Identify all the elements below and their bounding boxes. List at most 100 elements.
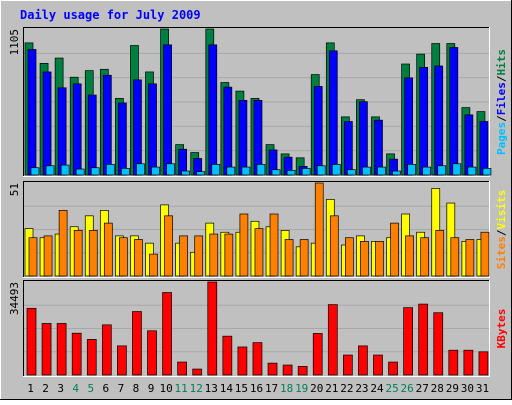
files-bar-day-13	[208, 44, 218, 176]
pages-bar-day-24	[377, 166, 386, 176]
files-bar-day-29	[449, 47, 459, 176]
visits-sites-panel: 51 Sites/Visits	[8, 181, 508, 278]
sites-bar-day-19	[299, 239, 309, 277]
kbytes-bar-day-6	[101, 324, 112, 376]
files-bar-day-6	[102, 74, 112, 176]
kbytes-bar-day-7	[117, 345, 127, 376]
pages-bar-day-31	[482, 168, 492, 176]
x-label-day-25: 25	[385, 382, 398, 395]
pages-bar-day-23	[362, 166, 371, 176]
x-label-day-24: 24	[370, 382, 384, 395]
files-bar-day-27	[419, 66, 429, 176]
files-bar-day-31	[479, 121, 489, 176]
series-sites	[28, 182, 490, 277]
x-label-day-11: 11	[175, 382, 188, 395]
sites-bar-day-30	[465, 239, 475, 277]
kbytes-bar-day-9	[147, 330, 157, 376]
pages-bar-day-18	[286, 170, 296, 176]
pages-bar-day-1	[30, 167, 40, 176]
x-label-day-17: 17	[265, 382, 278, 395]
kbytes-bar-day-2	[41, 323, 52, 376]
files-bar-day-20	[313, 86, 323, 176]
pages-bar-day-8	[136, 163, 145, 176]
files-bar-day-4	[72, 83, 82, 176]
kbytes-bar-day-29	[448, 349, 459, 376]
files-bar-day-1	[27, 49, 37, 176]
sites-bar-day-18	[284, 239, 294, 277]
sites-bar-day-2	[43, 235, 53, 277]
series-pages	[30, 163, 492, 176]
kbytes-panel: 34493 KBytes	[8, 280, 508, 377]
legend-hits: Hits	[495, 49, 508, 76]
legend-pages: Pages	[495, 122, 508, 155]
x-label-day-2: 2	[42, 382, 49, 395]
sites-bar-day-3	[58, 210, 68, 277]
pages-bar-day-20	[316, 165, 326, 176]
pages-bar-day-2	[45, 165, 55, 176]
files-bar-day-8	[133, 79, 142, 176]
sites-bar-day-7	[119, 237, 128, 277]
kbytes-bar-day-5	[86, 339, 97, 376]
kbytes-bar-day-19	[297, 366, 308, 376]
files-bar-day-22	[344, 121, 353, 176]
hits-files-pages-ymax-label: 1105	[8, 29, 21, 56]
x-label-day-15: 15	[235, 382, 248, 395]
pages-bar-day-16	[256, 164, 266, 176]
files-bar-day-3	[57, 87, 67, 176]
sites-bar-day-5	[88, 230, 98, 277]
kbytes-bar-day-28	[433, 312, 444, 376]
x-label-day-16: 16	[250, 382, 263, 395]
x-label-day-23: 23	[355, 382, 368, 395]
x-label-day-31: 31	[476, 382, 489, 395]
files-bar-day-15	[238, 99, 248, 176]
pages-bar-day-15	[241, 166, 251, 176]
files-bar-day-5	[87, 94, 97, 176]
x-label-day-1: 1	[27, 382, 34, 395]
x-label-day-29: 29	[446, 382, 459, 395]
kbytes-bar-day-18	[282, 364, 293, 376]
legend-separator: /	[495, 75, 508, 82]
files-bar-day-23	[359, 101, 368, 176]
sites-bar-day-1	[28, 237, 38, 277]
x-axis-labels: 1 2 3 4 5 6 7 8 9 10 11 12 13 14 15 16 17 18 19 20 21 22 23 24 2…	[27, 382, 489, 395]
pages-bar-day-14	[226, 166, 236, 176]
sites-bar-day-24	[375, 241, 384, 277]
pages-bar-day-3	[60, 164, 70, 176]
pages-bar-day-7	[121, 168, 130, 176]
pages-bar-day-21	[331, 164, 341, 176]
pages-bar-day-5	[90, 167, 100, 176]
x-label-day-12: 12	[190, 382, 203, 395]
kbytes-bar-day-3	[56, 323, 67, 376]
pages-bar-day-4	[75, 168, 85, 176]
kbytes-bar-day-10	[162, 292, 172, 376]
x-label-day-6: 6	[103, 382, 110, 395]
files-bar-day-9	[148, 83, 157, 176]
kbytes-bar-day-17	[267, 362, 278, 376]
visits-sites-ymax-label: 51	[8, 183, 21, 196]
sites-bar-day-27	[420, 237, 430, 277]
sites-bar-day-17	[269, 213, 279, 277]
x-label-day-20: 20	[310, 382, 323, 395]
files-bar-day-10	[163, 44, 172, 176]
sites-bar-day-8	[134, 239, 143, 277]
sites-bar-day-16	[254, 228, 264, 277]
pages-bar-day-10	[166, 163, 175, 176]
files-bar-day-28	[434, 65, 444, 176]
sites-bar-day-12	[194, 235, 204, 277]
x-label-day-7: 7	[118, 382, 125, 395]
sites-bar-day-31	[480, 231, 490, 277]
kbytes-bar-day-1	[26, 307, 37, 376]
x-label-day-10: 10	[159, 382, 172, 395]
kbytes-bar-day-22	[343, 354, 353, 376]
files-bar-day-30	[464, 114, 474, 176]
sites-bar-day-21	[329, 215, 339, 277]
legend-separator: /	[495, 229, 508, 236]
sites-bar-day-29	[450, 237, 460, 277]
sites-bar-day-6	[103, 222, 113, 277]
x-label-day-28: 28	[431, 382, 444, 395]
x-label-day-18: 18	[280, 382, 293, 395]
x-label-day-22: 22	[340, 382, 353, 395]
sites-bar-day-26	[405, 235, 414, 277]
kbytes-bar-day-23	[358, 345, 368, 376]
